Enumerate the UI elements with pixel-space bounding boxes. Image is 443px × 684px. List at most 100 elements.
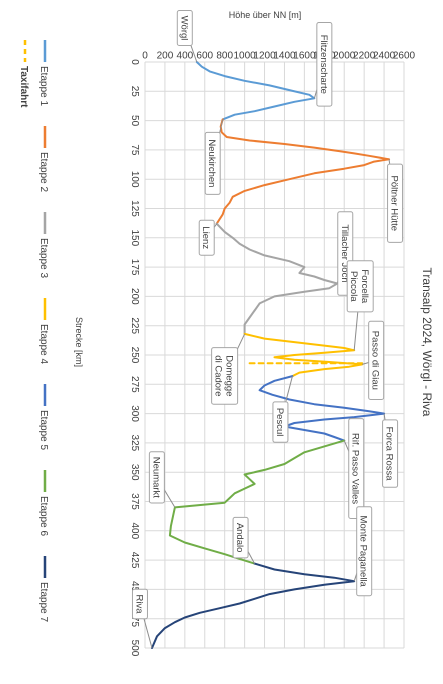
x-tick-label: 425	[129, 552, 140, 569]
series-lines	[151, 61, 391, 649]
legend-label: Etappe 6	[38, 496, 49, 536]
annotation-box	[176, 10, 193, 46]
series-line-7	[151, 562, 356, 649]
annotations: Wörgl Flitzenscharte Neukirchen Pöltner Hüt…	[131, 10, 404, 649]
x-tick-label: 325	[129, 435, 140, 452]
x-axis-ticks: 0 25 50 75 100 125 150 175 200 225 250 275 300 325 350…	[129, 59, 140, 657]
annotation-label: Lienz	[198, 219, 218, 256]
series-line-3	[243, 332, 364, 378]
annotation-text: Monte Paganella	[358, 516, 369, 588]
annotation-text: Pöltner Hütte	[389, 176, 400, 231]
x-axis-title: Strecke [km]	[74, 317, 84, 367]
y-axis-ticks: 0200400600800100012001400160018002000220…	[142, 51, 415, 62]
annotation-text: Flitzenscharte	[318, 35, 329, 94]
annotation-label: Monte Paganella	[353, 506, 373, 597]
y-tick-label: 1200	[253, 51, 276, 62]
x-tick-label: 150	[129, 229, 140, 246]
annotation-text: Andalo	[234, 523, 245, 553]
annotation-text: Wörgl	[178, 16, 189, 41]
annotation-text: Lienz	[200, 226, 211, 249]
annotation-box	[148, 451, 165, 504]
y-axis-title: Höhe über NN [m]	[229, 10, 302, 20]
annotation-box	[382, 419, 399, 488]
annotation-text: Neukirchen	[206, 139, 217, 187]
annotation-text: di Cadore	[213, 355, 224, 396]
annotation-label: Pescul	[272, 375, 293, 443]
annotation-text: Pescul	[274, 408, 285, 437]
x-tick-label: 275	[129, 376, 140, 393]
y-tick-label: 2000	[333, 51, 356, 62]
legend-label: Etappe 2	[38, 152, 49, 192]
y-tick-label: 0	[142, 51, 148, 62]
y-tick-label: 200	[157, 51, 174, 62]
y-tick-label: 600	[196, 51, 213, 62]
annotation-label: Neumarkt	[148, 451, 176, 508]
x-tick-label: 375	[129, 493, 140, 510]
annotation-box	[368, 320, 385, 400]
series-line-5	[258, 375, 386, 442]
annotation-label: Riva	[131, 588, 153, 649]
y-tick-label: 400	[177, 51, 194, 62]
x-tick-label: 500	[129, 640, 140, 657]
annotation-label: Wörgl	[176, 10, 198, 63]
legend-label: Etappe 7	[38, 582, 49, 622]
x-tick-label: 350	[129, 464, 140, 481]
y-tick-label: 2600	[393, 51, 416, 62]
annotation-box	[131, 588, 148, 620]
x-tick-label: 100	[129, 171, 140, 188]
annotation-box	[272, 401, 289, 443]
series-line-6	[168, 439, 346, 565]
series-line-2	[215, 222, 339, 335]
series-line-1	[215, 118, 391, 225]
legend-label: Etappe 5	[38, 410, 49, 450]
y-tick-label: 1000	[233, 51, 256, 62]
annotation-box	[387, 163, 404, 243]
x-tick-label: 75	[129, 144, 140, 156]
annotation-label: Pöltner Hütte	[387, 159, 404, 243]
annotation-text: Riva	[133, 594, 144, 614]
y-tick-label: 2200	[353, 51, 376, 62]
annotation-text: Forca Rossa	[384, 427, 395, 482]
annotation-box	[198, 219, 215, 256]
annotation-box	[316, 22, 333, 107]
legend-label: Etappe 4	[38, 324, 49, 364]
x-tick-label: 250	[129, 347, 140, 364]
annotation-box	[204, 131, 221, 195]
annotation-text: Domegge	[224, 355, 235, 396]
y-tick-label: 1600	[293, 51, 316, 62]
annotation-text: Passo di Giau	[370, 331, 381, 390]
x-tick-label: 175	[129, 259, 140, 276]
legend-label: Etappe 3	[38, 238, 49, 278]
legend-label: Etappe 1	[38, 66, 49, 106]
x-tick-label: 300	[129, 405, 140, 422]
annotation-box	[356, 506, 373, 597]
x-tick-label: 200	[129, 288, 140, 305]
annotation-box	[211, 347, 239, 405]
annotation-label: Forca Rossa	[382, 413, 399, 488]
annotation-label: Neukirchen	[204, 119, 224, 195]
annotation-box	[232, 516, 249, 559]
annotation-text: Rif. Passo Valles	[350, 433, 361, 504]
annotation-label: Flitzenscharte	[313, 22, 333, 107]
x-tick-label: 25	[129, 86, 140, 98]
chart-title: Transalp 2024, Wörgl - Riva	[420, 268, 434, 417]
annotation-label: Rif. Passo Valles	[343, 418, 365, 519]
legend: Etappe 1 Etappe 2 Etappe 3 Etappe 4 Etappe 5…	[18, 40, 49, 622]
y-tick-label: 800	[216, 51, 233, 62]
y-tick-label: 2400	[373, 51, 396, 62]
y-tick-label: 1400	[273, 51, 296, 62]
annotation-text: Forcella	[359, 269, 370, 304]
x-tick-label: 400	[129, 522, 140, 539]
annotation-text: Piccola	[348, 271, 359, 302]
annotation-text: Tillacher Joch	[339, 224, 350, 282]
x-tick-label: 225	[129, 317, 140, 334]
annotation-box	[346, 260, 374, 313]
x-tick-label: 125	[129, 200, 140, 217]
x-tick-label: 0	[129, 59, 140, 65]
annotation-text: Neumarkt	[150, 457, 161, 499]
legend-label: Taxifahrt	[18, 66, 29, 108]
x-tick-label: 50	[129, 115, 140, 127]
